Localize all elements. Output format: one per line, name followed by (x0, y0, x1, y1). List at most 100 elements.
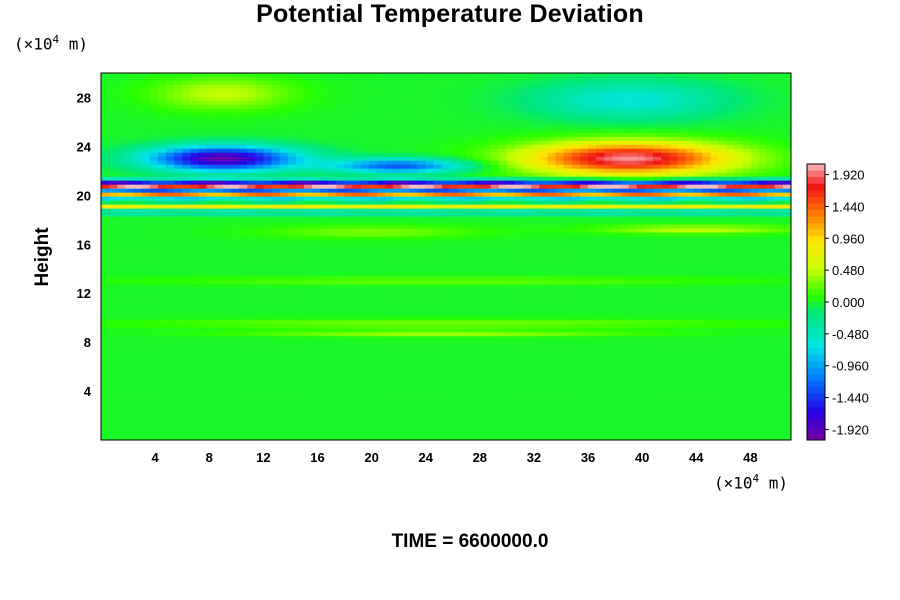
heatmap-cell (133, 136, 143, 142)
heatmap-cell (206, 256, 216, 262)
heatmap-cell (182, 204, 191, 210)
heatmap-cell (685, 244, 695, 250)
heatmap-cell (287, 164, 297, 170)
heatmap-cell (247, 184, 256, 190)
heatmap-cell (239, 112, 248, 118)
heatmap-cell (149, 264, 159, 270)
heatmap-cell (539, 188, 549, 194)
heatmap-cell (182, 196, 191, 202)
heatmap-cell (612, 280, 622, 286)
heatmap-cell (531, 144, 540, 150)
heatmap-cell (344, 260, 354, 266)
heatmap-cell (766, 280, 776, 286)
heatmap-cell (368, 96, 378, 102)
heatmap-cell (466, 164, 476, 170)
heatmap-cell (661, 256, 670, 262)
heatmap-cell (782, 248, 791, 254)
heatmap-cell (425, 244, 435, 250)
heatmap-cell (717, 292, 727, 297)
heatmap-cell (604, 192, 614, 198)
heatmap-cell (466, 200, 476, 206)
heatmap-cell (653, 212, 662, 218)
heatmap-cell (149, 76, 159, 82)
heatmap-cell (636, 108, 646, 114)
heatmap-cell (539, 168, 549, 174)
heatmap-cell (596, 112, 605, 118)
heatmap-cell (344, 164, 354, 170)
heatmap-cell (182, 272, 191, 278)
heatmap-cell (247, 244, 256, 250)
heatmap-cell (734, 240, 743, 246)
heatmap-cell (312, 108, 321, 114)
heatmap-cell (766, 136, 776, 142)
heatmap-cell (709, 276, 719, 282)
heatmap-cell (360, 300, 370, 305)
heatmap-cell (295, 100, 305, 106)
heatmap-cell (328, 144, 338, 150)
heatmap-cell (344, 80, 354, 86)
heatmap-cell (596, 228, 605, 234)
heatmap-cell (230, 156, 240, 162)
heatmap-cell (685, 172, 695, 178)
heatmap-cell (320, 172, 329, 178)
heatmap-cell (141, 164, 151, 170)
heatmap-cell (628, 92, 638, 98)
heatmap-cell (677, 280, 687, 286)
heatmap-cell (255, 136, 264, 142)
heatmap-cell (165, 124, 175, 130)
heatmap-cell (441, 108, 451, 114)
heatmap-cell (734, 116, 743, 122)
heatmap-cell (360, 236, 370, 242)
heatmap-cell (336, 88, 346, 94)
heatmap-cell (523, 112, 532, 118)
heatmap-cell (474, 196, 484, 202)
heatmap-cell (368, 248, 378, 254)
heatmap-cell (109, 264, 118, 270)
heatmap-cell (661, 136, 670, 142)
heatmap-cell (441, 140, 451, 146)
heatmap-cell (685, 280, 695, 286)
heatmap-cell (563, 256, 573, 262)
heatmap-cell (604, 220, 614, 226)
heatmap-cell (149, 208, 159, 214)
heatmap-cell (742, 208, 752, 214)
heatmap-cell (214, 288, 224, 293)
heatmap-cell (344, 184, 354, 190)
heatmap-cell (109, 84, 118, 90)
heatmap-cell (709, 284, 719, 290)
heatmap-cell (247, 196, 256, 202)
heatmap-cell (425, 140, 435, 146)
heatmap-cell (141, 156, 151, 162)
heatmap-cell (604, 76, 614, 82)
heatmap-cell (653, 156, 662, 162)
heatmap-cell (425, 120, 435, 126)
heatmap-cell (498, 260, 508, 266)
heatmap-cell (523, 104, 532, 110)
heatmap-cell (506, 272, 516, 278)
heatmap-cell (401, 260, 411, 266)
heatmap-cell (174, 184, 183, 190)
heatmap-cell (303, 120, 313, 126)
heatmap-cell (336, 216, 346, 222)
heatmap-cell (295, 92, 305, 98)
heatmap-cell (515, 120, 524, 126)
heatmap-cell (523, 160, 532, 166)
heatmap-cell (547, 264, 557, 270)
heatmap-cell (531, 180, 540, 186)
heatmap-cell (466, 148, 476, 154)
heatmap-cell (644, 276, 654, 282)
heatmap-cell (141, 284, 151, 290)
heatmap-cell (458, 232, 467, 238)
heatmap-cell (661, 124, 670, 130)
heatmap-cell (450, 132, 459, 138)
heatmap-cell (271, 296, 281, 301)
heatmap-cell (417, 176, 427, 182)
heatmap-cell (336, 136, 346, 142)
heatmap-cell (644, 160, 654, 166)
heatmap-cell (596, 236, 605, 242)
heatmap-cell (531, 172, 540, 178)
heatmap-cell (263, 236, 273, 242)
heatmap-cell (198, 220, 208, 226)
heatmap-cell (531, 116, 540, 122)
heatmap-cell (555, 124, 565, 130)
